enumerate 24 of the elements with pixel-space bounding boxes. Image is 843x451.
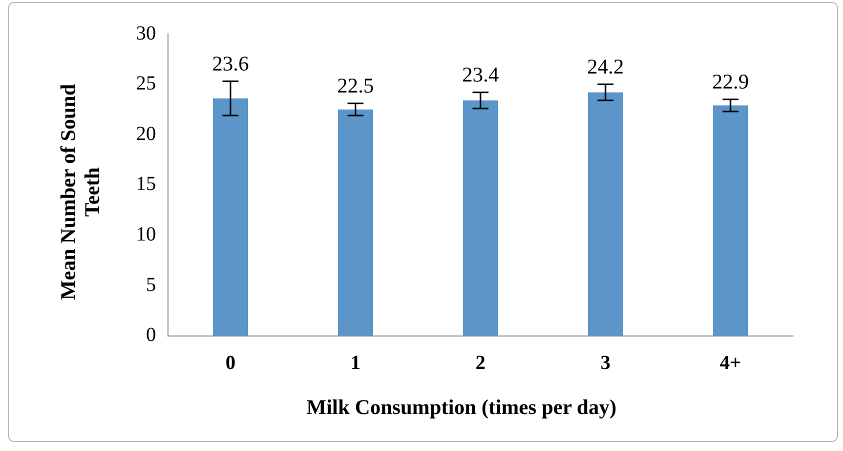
y-tick-label: 10 [136, 223, 156, 246]
x-tick-label: 3 [600, 352, 610, 374]
data-label: 22.5 [337, 73, 374, 98]
y-tick-label: 20 [136, 122, 156, 145]
data-label: 22.9 [712, 69, 749, 94]
bar [713, 105, 748, 336]
y-tick-label: 0 [146, 324, 156, 346]
x-tick-label: 0 [226, 352, 236, 374]
y-tick-label: 5 [146, 274, 156, 296]
y-axis-title: Mean Number of Sound Teeth [56, 82, 104, 302]
y-tick-label: 30 [136, 22, 156, 44]
bar [213, 98, 248, 336]
bar [588, 92, 623, 336]
y-tick-label: 25 [136, 72, 156, 95]
data-label: 24.2 [587, 54, 624, 78]
x-tick-label: 4+ [720, 352, 742, 374]
x-tick-label: 1 [350, 352, 360, 374]
data-label: 23.4 [462, 62, 500, 86]
x-axis-title: Milk Consumption (times per day) [306, 394, 616, 419]
bar [338, 109, 373, 336]
data-label: 23.6 [212, 51, 249, 76]
x-tick-label: 2 [476, 352, 486, 374]
y-tick-label: 15 [136, 173, 156, 196]
bar [463, 100, 498, 336]
